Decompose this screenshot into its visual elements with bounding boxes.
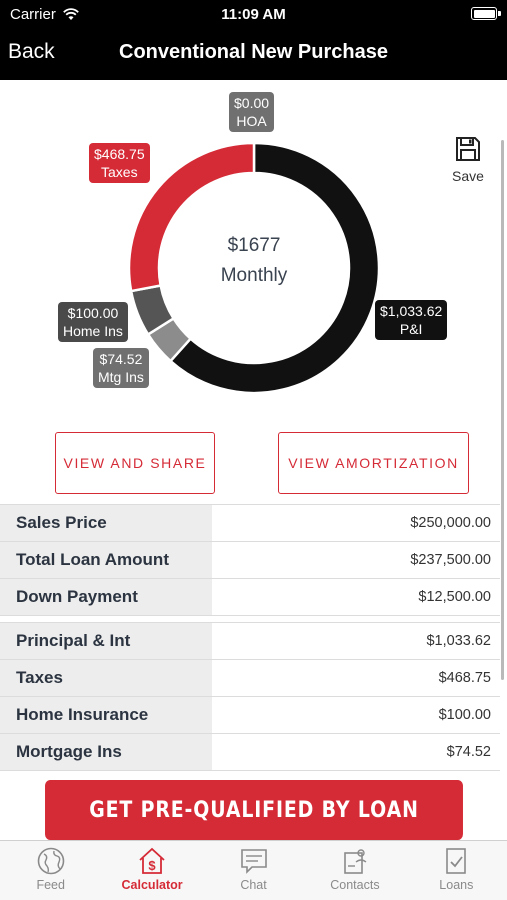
tab-label: Feed xyxy=(36,878,65,892)
row-label: Home Insurance xyxy=(0,697,212,733)
clock: 11:09 AM xyxy=(221,6,286,23)
view-amortization-button[interactable]: VIEW AMORTIZATION xyxy=(278,432,469,494)
hoa-amount: $0.00 xyxy=(234,95,270,111)
row-value: $250,000.00 xyxy=(410,515,491,531)
taxes-name: Taxes xyxy=(101,164,138,180)
scrollbar[interactable] xyxy=(501,140,504,680)
save-button[interactable]: Save xyxy=(450,136,486,184)
tab-label: Loans xyxy=(439,878,474,892)
mtg-ins-name: Mtg Ins xyxy=(98,369,144,385)
home-ins-name: Home Ins xyxy=(63,323,123,339)
hoa-tag: $0.00 HOA xyxy=(229,92,275,132)
page-title: Conventional New Purchase xyxy=(119,41,388,63)
view-and-share-button[interactable]: VIEW AND SHARE xyxy=(55,432,215,494)
document-check-icon xyxy=(446,848,467,874)
row-value: $74.52 xyxy=(446,744,491,760)
table-row: Home Insurance $100.00 xyxy=(0,697,500,734)
monthly-total: $1677 xyxy=(227,235,281,256)
row-value: $1,033.62 xyxy=(426,633,491,649)
row-label: Mortgage Ins xyxy=(0,734,212,770)
content-area[interactable]: Save $1677 Monthly $0.00 HOA $468.75 Tax… xyxy=(0,80,507,780)
status-bar: Carrier 11:09 AM xyxy=(0,0,507,30)
row-value: $12,500.00 xyxy=(418,589,491,605)
row-label: Total Loan Amount xyxy=(0,542,212,578)
battery-icon xyxy=(471,7,497,20)
tab-contacts[interactable]: Contacts xyxy=(304,841,405,900)
wifi-icon xyxy=(62,8,79,20)
house-dollar-icon: $ xyxy=(139,847,165,874)
pi-name: P&I xyxy=(399,321,423,337)
save-label: Save xyxy=(452,168,484,184)
tab-chat[interactable]: Chat xyxy=(203,841,304,900)
table-row: Mortgage Ins $74.52 xyxy=(0,734,500,771)
table-row: Total Loan Amount $237,500.00 xyxy=(0,542,500,579)
row-value: $468.75 xyxy=(438,670,491,686)
mtg-ins-amount: $74.52 xyxy=(99,351,143,367)
globe-icon xyxy=(37,847,65,875)
carrier-label: Carrier xyxy=(10,6,56,23)
contacts-icon xyxy=(344,849,367,874)
back-button[interactable]: Back xyxy=(8,40,55,63)
tab-loans[interactable]: Loans xyxy=(406,841,507,900)
monthly-label: Monthly xyxy=(220,265,288,286)
svg-text:$: $ xyxy=(148,858,156,873)
payment-breakdown-table: Principal & Int $1,033.62 Taxes $468.75 … xyxy=(0,622,500,771)
row-value: $237,500.00 xyxy=(410,552,491,568)
row-label: Principal & Int xyxy=(0,623,212,659)
donut-slice-p-i xyxy=(168,142,380,394)
row-label: Down Payment xyxy=(0,579,212,615)
taxes-amount: $468.75 xyxy=(94,146,145,162)
row-label: Sales Price xyxy=(0,505,212,541)
home-ins-amount: $100.00 xyxy=(67,305,119,321)
loan-summary-table: Sales Price $250,000.00 Total Loan Amoun… xyxy=(0,504,500,616)
hoa-name: HOA xyxy=(236,113,267,129)
carrier-indicator: Carrier xyxy=(10,6,80,23)
taxes-tag: $468.75 Taxes xyxy=(89,143,150,183)
table-row: Sales Price $250,000.00 xyxy=(0,505,500,542)
table-row: Principal & Int $1,033.62 xyxy=(0,623,500,660)
mtg-ins-tag: $74.52 Mtg Ins xyxy=(93,348,149,388)
table-row: Down Payment $12,500.00 xyxy=(0,579,500,616)
get-pre-qualified-button[interactable]: GET PRE-QUALIFIED BY LOAN xyxy=(45,780,463,840)
row-label: Taxes xyxy=(0,660,212,696)
row-value: $100.00 xyxy=(438,707,491,723)
tab-bar: Feed $ Calculator Chat xyxy=(0,840,507,900)
tab-label: Chat xyxy=(240,878,267,892)
floppy-disk-icon xyxy=(456,137,480,161)
payment-donut-chart xyxy=(128,142,380,394)
table-row: Taxes $468.75 xyxy=(0,660,500,697)
tab-feed[interactable]: Feed xyxy=(0,841,101,900)
navigation-bar: Back Conventional New Purchase xyxy=(0,30,507,80)
chat-bubble-icon xyxy=(240,849,267,874)
battery-tip xyxy=(498,11,501,16)
tab-label: Contacts xyxy=(330,878,380,892)
donut-slice-taxes xyxy=(128,142,256,293)
pi-tag: $1,033.62 P&I xyxy=(375,300,448,340)
pi-amount: $1,033.62 xyxy=(380,303,443,319)
donut-center: $1677 Monthly xyxy=(128,235,380,287)
tab-label: Calculator xyxy=(121,878,183,892)
tab-calculator[interactable]: $ Calculator xyxy=(101,841,202,900)
home-ins-tag: $100.00 Home Ins xyxy=(58,302,128,342)
